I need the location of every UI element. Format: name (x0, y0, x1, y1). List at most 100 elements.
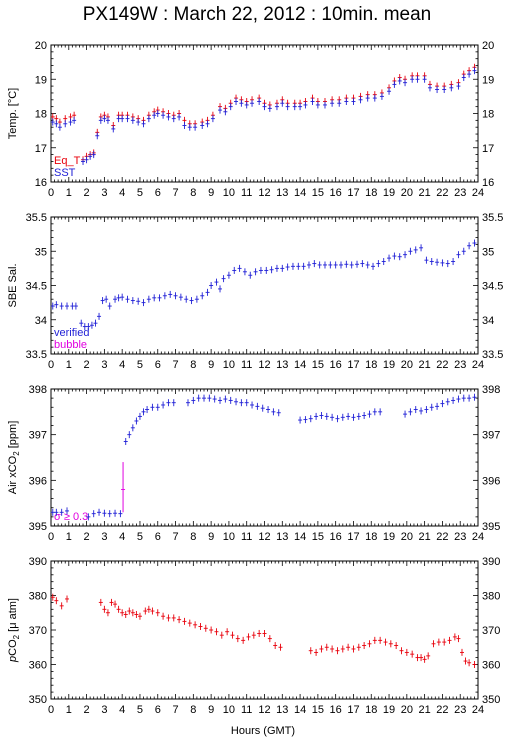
y-tick-label-left: 16 (35, 177, 47, 189)
legend-bubble: bubble (54, 339, 87, 351)
y-tick-label-left: 17 (35, 143, 47, 155)
x-tick-label: 6 (155, 531, 161, 543)
x-tick-label: 23 (454, 187, 466, 199)
series-sst (50, 67, 477, 165)
x-tick-label: 12 (258, 187, 270, 199)
x-axis-label: Hours (GMT) (231, 725, 295, 737)
x-tick-label: 22 (436, 187, 448, 199)
x-tick-label: 19 (383, 359, 395, 371)
x-tick-label: 24 (472, 359, 484, 371)
plot-frame (50, 44, 479, 183)
x-tick-label: 0 (48, 531, 54, 543)
x-tick-label: 22 (436, 531, 448, 543)
x-tick-label: 11 (241, 359, 252, 371)
x-tick-label: 15 (312, 531, 324, 543)
series-pco2 (50, 593, 477, 668)
y-tick-label-right: 35 (482, 246, 494, 258)
x-tick-label: 18 (365, 704, 377, 716)
x-tick-label: 14 (294, 359, 306, 371)
y-tick-label-left: 380 (29, 591, 47, 603)
y-tick-label-left: 396 (29, 475, 47, 487)
x-tick-label: 16 (330, 531, 342, 543)
x-tick-label: 12 (258, 531, 270, 543)
x-tick-label: 12 (258, 359, 270, 371)
x-tick-label: 7 (172, 187, 178, 199)
x-tick-label: 15 (312, 187, 324, 199)
x-tick-label: 22 (436, 704, 448, 716)
x-tick-label: 4 (119, 187, 125, 199)
x-tick-label: 20 (401, 187, 413, 199)
x-tick-label: 16 (330, 359, 342, 371)
y-tick-label-left: 395 (29, 521, 47, 533)
x-tick-label: 23 (454, 531, 466, 543)
x-tick-label: 10 (223, 704, 235, 716)
x-tick-label: 13 (276, 359, 288, 371)
x-tick-label: 19 (383, 704, 395, 716)
x-tick-label: 12 (258, 704, 270, 716)
x-tick-label: 2 (84, 531, 90, 543)
x-tick-label: 20 (401, 531, 413, 543)
x-tick-label: 17 (347, 531, 359, 543)
x-tick-label: 24 (472, 704, 484, 716)
x-tick-label: 19 (383, 531, 395, 543)
y-tick-label-right: 396 (482, 475, 500, 487)
y-tick-label-left: 350 (29, 694, 47, 706)
y-tick-label-right: 390 (482, 556, 500, 568)
x-tick-label: 13 (276, 531, 288, 543)
y-tick-label-left: 34 (35, 315, 47, 327)
y-tick-label-left: 18 (35, 109, 47, 121)
x-tick-label: 2 (84, 359, 90, 371)
x-tick-label: 8 (190, 359, 196, 371)
y-tick-label-right: 33.5 (482, 349, 503, 361)
series-air-xco2 (50, 393, 477, 521)
x-tick-label: 6 (155, 704, 161, 716)
y-tick-label-right: 370 (482, 625, 500, 637)
y-tick-label-right: 360 (482, 660, 500, 672)
x-tick-label: 16 (330, 704, 342, 716)
x-tick-label: 15 (312, 704, 324, 716)
x-tick-label: 9 (208, 531, 214, 543)
x-tick-label: 23 (454, 359, 466, 371)
x-tick-label: 14 (294, 531, 306, 543)
x-tick-label: 11 (241, 704, 252, 716)
x-tick-label: 18 (365, 359, 377, 371)
x-tick-label: 20 (401, 359, 413, 371)
x-tick-label: 7 (172, 704, 178, 716)
panel-sal: 0 1 2 3 4 5 6 7 8 9 10 11 12 13 14 15 16 17 18 19 20 21 22 23 24… (7, 212, 503, 371)
x-tick-label: 21 (419, 359, 431, 371)
panel-pco2: 0 1 2 3 4 5 6 7 8 9 10 11 12 13 14 15 16 17 18 19 20 21 22 23 24… (7, 556, 500, 716)
x-tick-label: 9 (208, 187, 214, 199)
y-tick-label-right: 17 (482, 143, 494, 155)
chart-title: PX149W : March 22, 2012 : 10min. mean (83, 4, 432, 25)
series-verified (50, 239, 477, 331)
x-tick-label: 1 (66, 359, 72, 371)
x-tick-label: 11 (241, 531, 252, 543)
y-tick-label-left: 34.5 (26, 281, 47, 293)
y-axis-label: pCO2 [μ atm] (7, 598, 21, 663)
x-tick-label: 6 (155, 359, 161, 371)
panel-air: 0 1 2 3 4 5 6 7 8 9 10 11 12 13 14 15 16 17 18 19 20 21 22 23 24… (7, 384, 500, 543)
x-tick-label: 21 (419, 187, 431, 199)
y-tick-label-left: 20 (35, 40, 47, 52)
x-tick-label: 20 (401, 704, 413, 716)
x-tick-label: 8 (190, 187, 196, 199)
x-tick-label: 24 (472, 187, 484, 199)
x-tick-label: 24 (472, 531, 484, 543)
y-tick-label-right: 35.5 (482, 212, 503, 224)
legend--0-3: σ ≥ 0.3 (54, 511, 88, 523)
y-tick-label-right: 20 (482, 40, 494, 52)
y-axis-label: Air xCO2 [ppm] (7, 421, 21, 495)
y-axis-label: SBE Sal. (7, 263, 19, 307)
x-tick-label: 3 (101, 704, 107, 716)
y-tick-label-right: 18 (482, 109, 494, 121)
x-tick-label: 15 (312, 359, 324, 371)
y-tick-label-right: 395 (482, 521, 500, 533)
x-tick-label: 13 (276, 187, 288, 199)
legend-verified: verified (54, 327, 89, 339)
y-tick-label-right: 380 (482, 591, 500, 603)
legend-sst: SST (54, 167, 76, 179)
y-tick-label-right: 397 (482, 430, 500, 442)
y-tick-label-right: 34 (482, 315, 494, 327)
x-tick-label: 1 (66, 704, 72, 716)
